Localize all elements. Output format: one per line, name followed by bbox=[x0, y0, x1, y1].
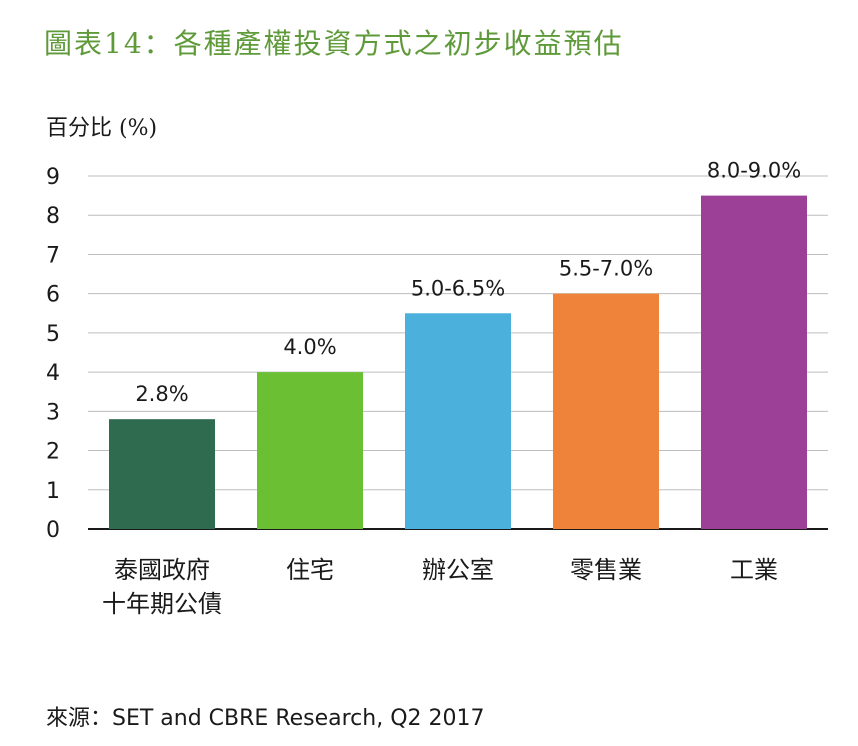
chart-title: 圖表14：各種產權投資方式之初步收益預估 bbox=[44, 27, 624, 60]
x-tick-label: 辦公室 bbox=[422, 556, 494, 584]
data-label: 2.8% bbox=[135, 382, 188, 406]
bar bbox=[553, 293, 659, 529]
bar bbox=[257, 372, 363, 529]
data-label: 5.0-6.5% bbox=[411, 276, 505, 300]
y-tick-label: 1 bbox=[46, 479, 60, 504]
bar bbox=[405, 313, 511, 529]
x-tick-label: 泰國政府 十年期公債 bbox=[102, 556, 222, 618]
data-label: 4.0% bbox=[283, 335, 336, 359]
y-tick-label: 7 bbox=[46, 243, 60, 268]
data-label: 8.0-9.0% bbox=[707, 159, 801, 183]
y-tick-label: 3 bbox=[46, 400, 60, 425]
x-tick-label: 工業 bbox=[730, 556, 778, 584]
x-tick-label: 零售業 bbox=[570, 556, 642, 584]
bar bbox=[701, 195, 807, 529]
y-tick-label: 6 bbox=[46, 283, 60, 308]
y-tick-label: 5 bbox=[46, 322, 60, 347]
y-tick-label: 0 bbox=[46, 518, 60, 543]
y-tick-label: 8 bbox=[46, 204, 60, 229]
y-tick-label: 2 bbox=[46, 440, 60, 465]
source-note: 來源：SET and CBRE Research, Q2 2017 bbox=[46, 706, 485, 731]
y-tick-label: 9 bbox=[46, 165, 60, 190]
bar bbox=[109, 419, 215, 529]
x-tick-label: 住宅 bbox=[286, 556, 334, 584]
y-tick-label: 4 bbox=[46, 361, 60, 386]
y-axis-label: 百分比 (%) bbox=[46, 116, 158, 141]
data-label: 5.5-7.0% bbox=[559, 257, 653, 281]
